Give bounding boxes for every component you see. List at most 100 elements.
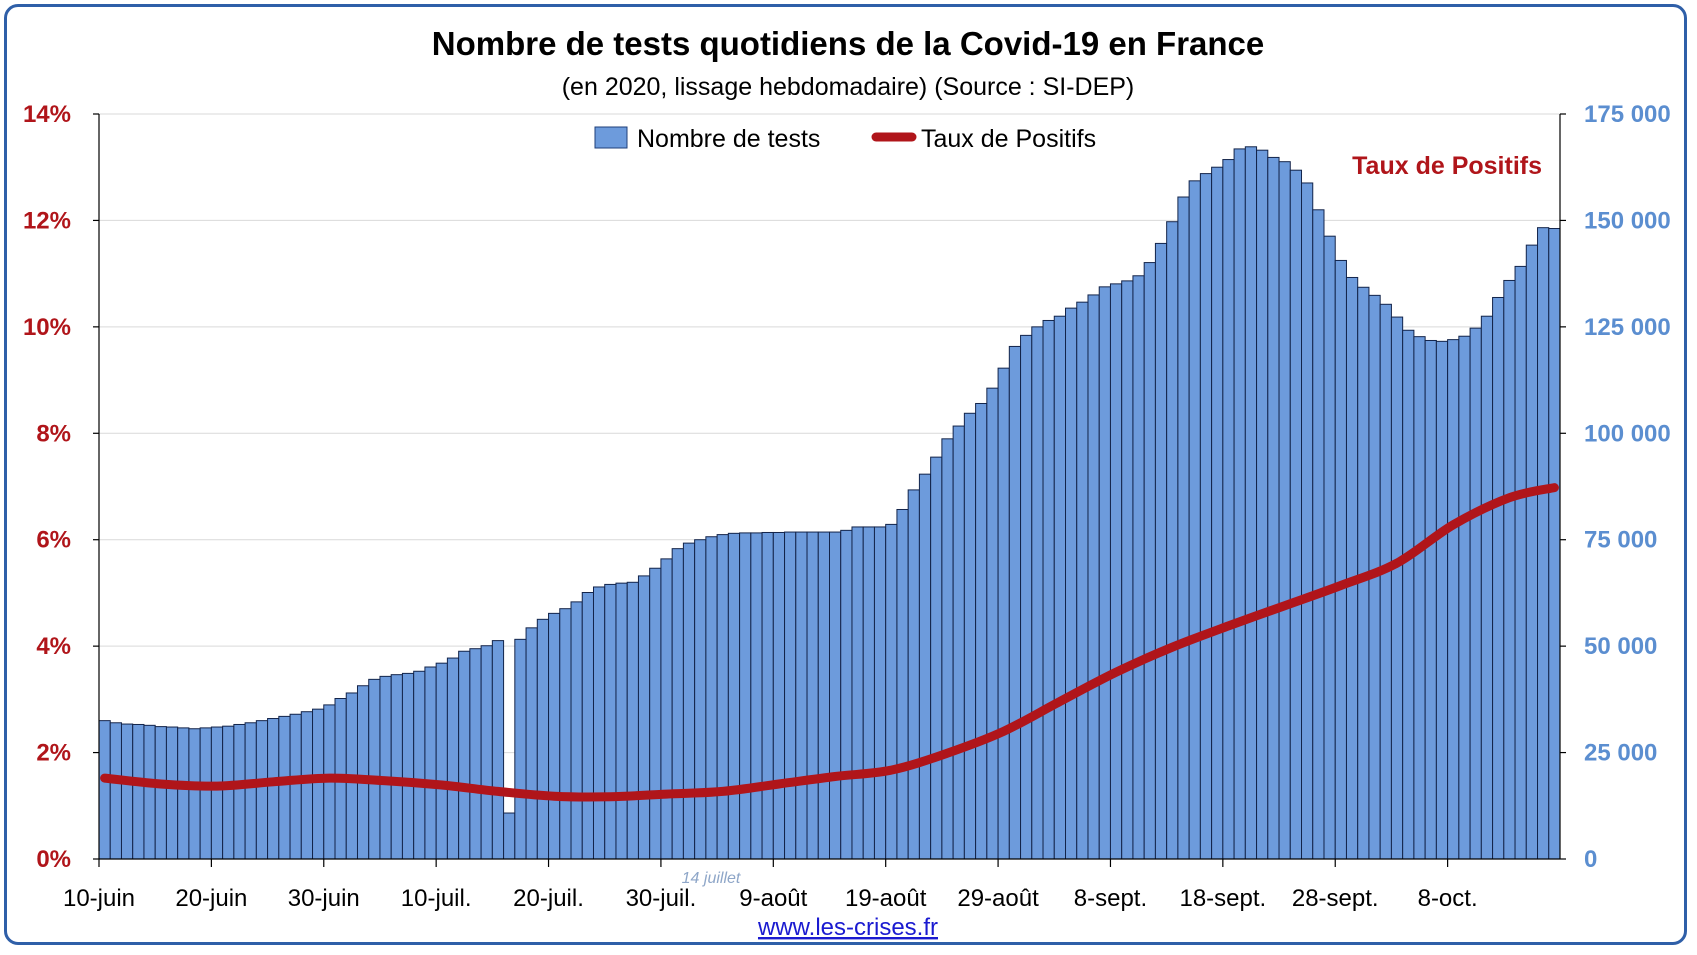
- bar: [997, 367, 1010, 860]
- bar: [98, 720, 111, 860]
- bar: [1413, 336, 1426, 860]
- bar: [1514, 265, 1527, 860]
- bar: [784, 531, 797, 860]
- bar: [1480, 315, 1494, 860]
- bar: [267, 718, 280, 860]
- bar: [873, 526, 887, 860]
- x-tick-label: 30-juil.: [626, 885, 697, 912]
- bar: [1301, 182, 1314, 860]
- bar: [1053, 315, 1067, 860]
- bar: [1312, 209, 1325, 860]
- bar: [727, 532, 741, 860]
- bar: [1345, 276, 1359, 860]
- bar: [469, 648, 482, 860]
- bar: [491, 640, 505, 860]
- bar: [750, 532, 763, 860]
- bar: [626, 581, 639, 860]
- bar: [233, 723, 246, 860]
- y-tick-label-left: 2%: [36, 740, 71, 767]
- bar: [907, 489, 920, 860]
- bar: [1031, 326, 1044, 860]
- bar: [1447, 339, 1460, 860]
- legend-label-bars: Nombre de tests: [637, 125, 820, 153]
- bar: [862, 526, 875, 860]
- bar: [885, 523, 898, 860]
- y-tick-label-right: 175 000: [1584, 101, 1671, 128]
- bar: [120, 723, 134, 860]
- bar: [671, 548, 684, 860]
- bar: [1042, 319, 1055, 860]
- legend-label-line: Taux de Positifs: [921, 125, 1096, 153]
- x-tick-label: 8-oct.: [1418, 885, 1478, 912]
- bar: [941, 438, 954, 860]
- bar: [649, 567, 662, 860]
- bar: [896, 508, 909, 860]
- bar: [255, 720, 269, 860]
- chart-subtitle: (en 2020, lissage hebdomadaire) (Source …: [562, 73, 1135, 101]
- bar: [278, 715, 291, 860]
- line-series: [100, 483, 1559, 802]
- bar: [536, 618, 550, 860]
- x-tick-label: 20-juin: [175, 885, 247, 912]
- bar: [356, 685, 370, 860]
- bar: [413, 670, 426, 860]
- bar: [1548, 228, 1561, 860]
- bar: [1402, 329, 1415, 860]
- y-axis-right-labels: 0 25 000 50 000 75 000 100 000 125 000 150 000…: [1584, 101, 1671, 873]
- y-axis-left-labels: 0% 2% 4% 6% 8% 10% 12% 14%: [23, 101, 71, 873]
- bar: [1244, 146, 1258, 860]
- line-annotation: Taux de Positifs: [1352, 152, 1542, 180]
- x-tick-label: 29-août: [957, 885, 1039, 912]
- bar: [1065, 307, 1078, 860]
- chart-title: Nombre de tests quotidiens de la Covid-1…: [432, 25, 1265, 62]
- bar: [1390, 316, 1404, 860]
- y-tick-label-left: 4%: [36, 633, 71, 660]
- bar: [761, 531, 774, 860]
- bar: [795, 531, 808, 860]
- y-tick-label-right: 0: [1584, 846, 1597, 873]
- bar: [480, 645, 493, 860]
- bar: [525, 627, 538, 860]
- bar: [300, 711, 314, 860]
- y-tick-label-right: 100 000: [1584, 420, 1671, 447]
- bar: [682, 542, 696, 860]
- bar: [1177, 196, 1190, 860]
- bar: [1076, 301, 1089, 860]
- bar: [210, 726, 224, 860]
- x-tick-label: 30-juin: [288, 885, 360, 912]
- y-tick-label-right: 25 000: [1584, 740, 1657, 767]
- bar: [1008, 345, 1022, 860]
- bar: [165, 726, 179, 860]
- bar: [401, 672, 415, 860]
- bar: [1469, 327, 1482, 860]
- bar: [694, 539, 707, 860]
- bar: [1143, 262, 1156, 860]
- bar: [1087, 294, 1100, 860]
- bar: [1166, 221, 1179, 860]
- x-tick-label: 20-juil.: [513, 885, 584, 912]
- x-tick-label: 18-sept.: [1179, 885, 1266, 912]
- bar: [379, 675, 392, 860]
- bar: [1199, 173, 1213, 860]
- bar: [503, 812, 516, 860]
- source-url[interactable]: www.les-crises.fr: [757, 914, 938, 941]
- bar: [1458, 335, 1471, 860]
- y-tick-label-left: 10%: [23, 314, 71, 341]
- x-tick-label: 10-juil.: [401, 885, 472, 912]
- bar: [975, 402, 988, 860]
- x-tick-label: 9-août: [739, 885, 807, 912]
- bar: [660, 558, 673, 860]
- bar: [1492, 296, 1505, 860]
- bar: [851, 526, 864, 860]
- bar: [1323, 235, 1336, 860]
- bar: [1424, 339, 1437, 860]
- bar: [1121, 280, 1134, 860]
- bar-annotation-14-juillet: 14 juillet: [682, 870, 741, 887]
- bar: [1188, 180, 1201, 860]
- bar: [1537, 227, 1550, 860]
- bar: [1278, 161, 1291, 860]
- y-tick-label-right: 75 000: [1584, 527, 1657, 554]
- bar: [390, 674, 403, 860]
- y-tick-label-left: 12%: [23, 207, 71, 234]
